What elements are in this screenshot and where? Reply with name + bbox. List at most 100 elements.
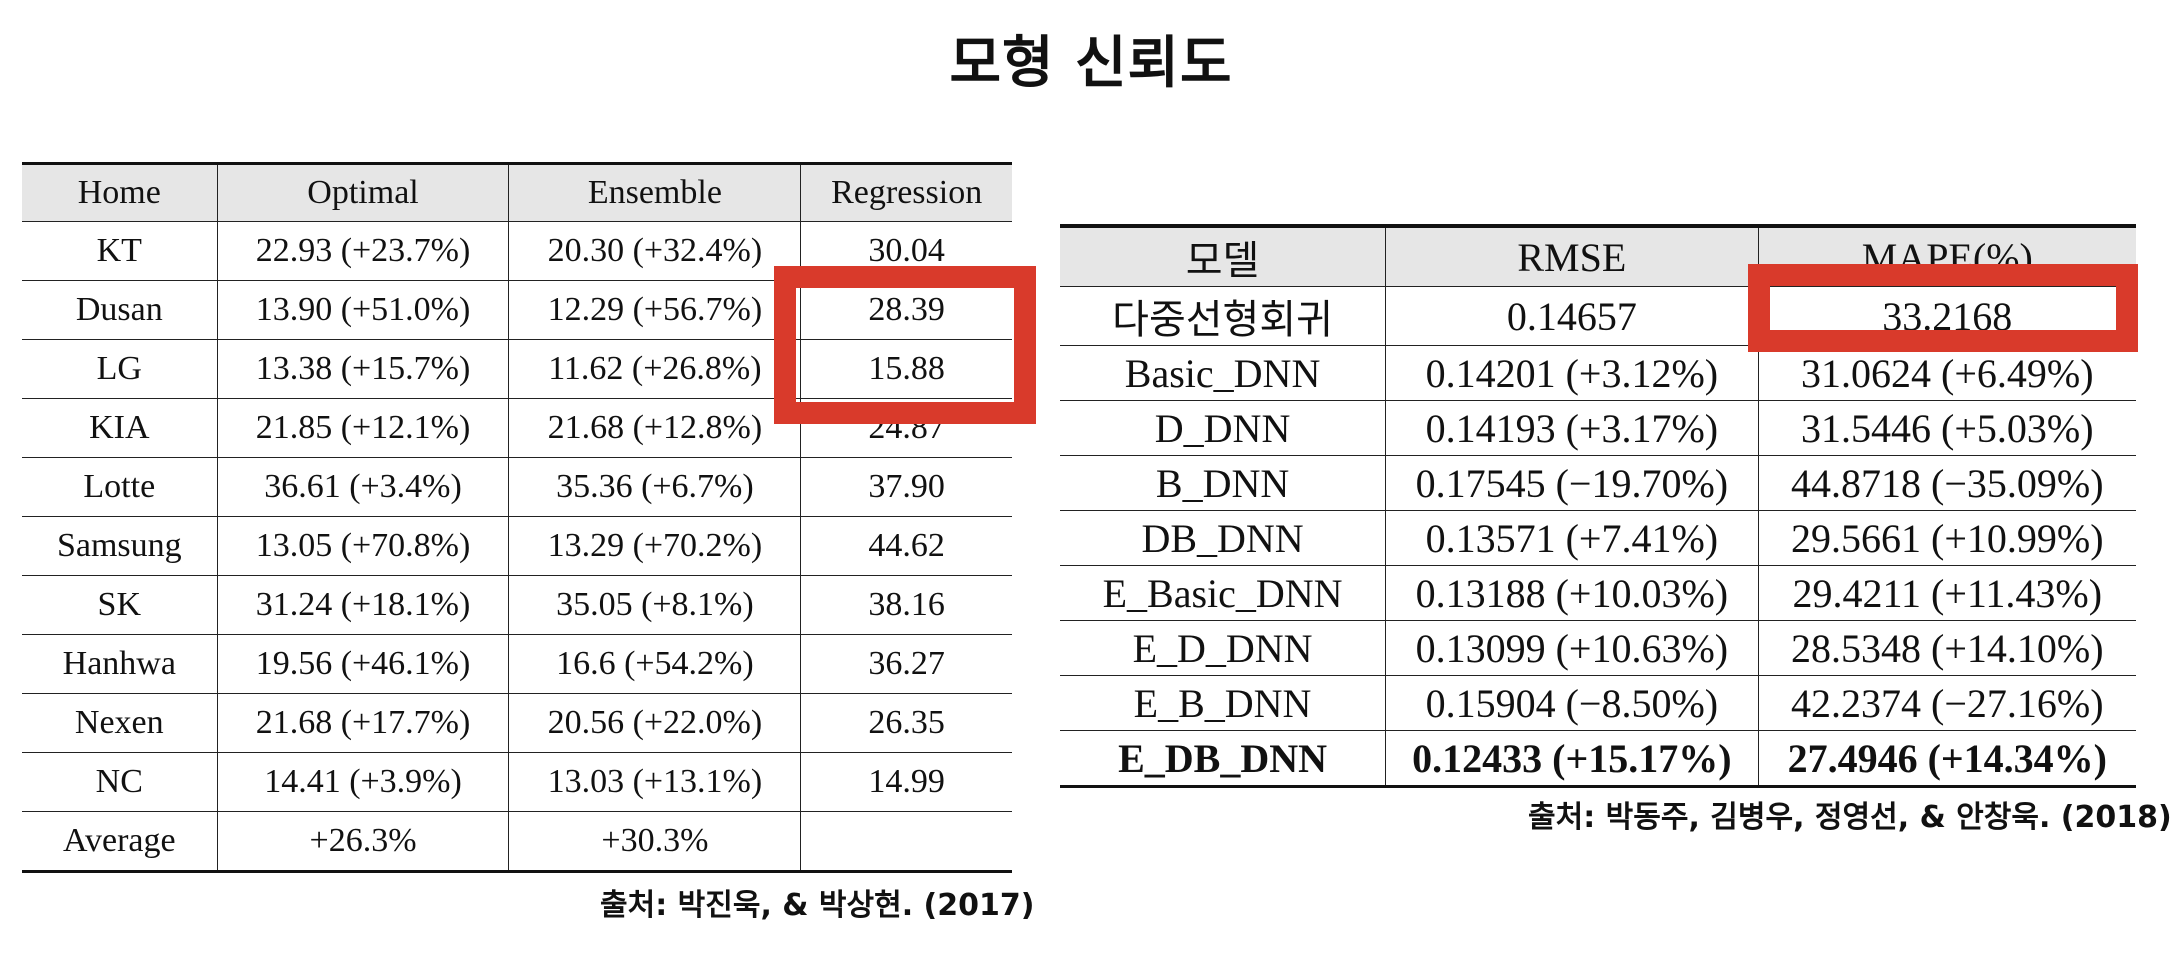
table-row: E_D_DNN 0.13099 (+10.63%) 28.5348 (+14.10%…	[1060, 620, 2136, 676]
baseball-model-table: Home Optimal Ensemble Regression KT 22.93…	[22, 162, 1012, 873]
table-cell: Samsung	[22, 516, 218, 576]
table-cell: 0.15904 (−8.50%)	[1385, 675, 1759, 731]
table-row: SK 31.24 (+18.1%) 35.05 (+8.1%) 38.16	[22, 575, 1012, 635]
column-header: RMSE	[1385, 226, 1759, 287]
table-cell: 0.17545 (−19.70%)	[1385, 455, 1759, 511]
table-cell: 37.90	[800, 457, 1012, 517]
table-cell: Lotte	[22, 457, 218, 517]
column-header: Ensemble	[508, 163, 802, 222]
table-cell: 44.62	[800, 516, 1012, 576]
table-row: 다중선형회귀 0.14657 33.2168	[1060, 286, 2136, 346]
table-cell: 26.35	[800, 693, 1012, 753]
table-cell: 13.29 (+70.2%)	[508, 516, 802, 576]
column-header: Regression	[800, 163, 1012, 222]
table-cell: 35.36 (+6.7%)	[508, 457, 802, 517]
table-cell: Average	[22, 811, 218, 873]
table-cell: 36.27	[800, 634, 1012, 694]
table-cell: 36.61 (+3.4%)	[216, 457, 510, 517]
table-row: KIA 21.85 (+12.1%) 21.68 (+12.8%) 24.87	[22, 398, 1012, 458]
table-cell: 31.24 (+18.1%)	[216, 575, 510, 635]
table-cell: 19.56 (+46.1%)	[216, 634, 510, 694]
table-cell: 0.13099 (+10.63%)	[1385, 620, 1759, 676]
table-row: Lotte 36.61 (+3.4%) 35.36 (+6.7%) 37.90	[22, 457, 1012, 517]
table-cell: Nexen	[22, 693, 218, 753]
table-cell: 31.5446 (+5.03%)	[1757, 400, 2136, 456]
table-row: Dusan 13.90 (+51.0%) 12.29 (+56.7%) 28.39	[22, 280, 1012, 340]
table-cell: KT	[22, 221, 218, 281]
table-row: LG 13.38 (+15.7%) 11.62 (+26.8%) 15.88	[22, 339, 1012, 399]
table-cell: 20.56 (+22.0%)	[508, 693, 802, 753]
table-cell: Hanhwa	[22, 634, 218, 694]
table-cell: 0.12433 (+15.17%)	[1385, 730, 1759, 788]
table-cell: 14.99	[800, 752, 1012, 812]
table-cell: 21.85 (+12.1%)	[216, 398, 510, 458]
dnn-model-table: 모델 RMSE MAPE(%) 다중선형회귀 0.14657 33.2168 Basi…	[1060, 224, 2136, 788]
table-cell: 42.2374 (−27.16%)	[1757, 675, 2136, 731]
table-cell: 13.05 (+70.8%)	[216, 516, 510, 576]
table-cell: 38.16	[800, 575, 1012, 635]
table-cell: LG	[22, 339, 218, 399]
table-cell: E_DB_DNN	[1060, 730, 1387, 788]
table-cell: 0.14193 (+3.17%)	[1385, 400, 1759, 456]
table-row: KT 22.93 (+23.7%) 20.30 (+32.4%) 30.04	[22, 221, 1012, 281]
table-cell: +30.3%	[508, 811, 802, 873]
table-cell: D_DNN	[1060, 400, 1387, 456]
table-cell	[800, 811, 1012, 873]
table-cell: 13.38 (+15.7%)	[216, 339, 510, 399]
table-cell: 0.14201 (+3.12%)	[1385, 345, 1759, 401]
table-row: DB_DNN 0.13571 (+7.41%) 29.5661 (+10.99%)	[1060, 510, 2136, 566]
table-cell: E_D_DNN	[1060, 620, 1387, 676]
table-cell: KIA	[22, 398, 218, 458]
table-header-row: Home Optimal Ensemble Regression	[22, 163, 1012, 222]
table-row: E_DB_DNN 0.12433 (+15.17%) 27.4946 (+14.34…	[1060, 730, 2136, 788]
table-cell: B_DNN	[1060, 455, 1387, 511]
table-cell: 11.62 (+26.8%)	[508, 339, 802, 399]
table-cell: 13.03 (+13.1%)	[508, 752, 802, 812]
table-cell: 24.87	[800, 398, 1012, 458]
table-cell: 0.14657	[1385, 286, 1759, 346]
table-cell: 44.8718 (−35.09%)	[1757, 455, 2136, 511]
table-cell: 27.4946 (+14.34%)	[1757, 730, 2136, 788]
table-row: Samsung 13.05 (+70.8%) 13.29 (+70.2%) 44.62	[22, 516, 1012, 576]
table-row: NC 14.41 (+3.9%) 13.03 (+13.1%) 14.99	[22, 752, 1012, 812]
table-cell: DB_DNN	[1060, 510, 1387, 566]
table-cell: SK	[22, 575, 218, 635]
table-row: Nexen 21.68 (+17.7%) 20.56 (+22.0%) 26.35	[22, 693, 1012, 753]
table-row: Hanhwa 19.56 (+46.1%) 16.6 (+54.2%) 36.27	[22, 634, 1012, 694]
table-row: B_DNN 0.17545 (−19.70%) 44.8718 (−35.09%)	[1060, 455, 2136, 511]
table-cell: +26.3%	[216, 811, 510, 873]
table1-source: 출처: 박진욱, & 박상현. (2017)	[600, 888, 1035, 923]
table-cell: 13.90 (+51.0%)	[216, 280, 510, 340]
table-cell: 0.13571 (+7.41%)	[1385, 510, 1759, 566]
table-cell: 28.5348 (+14.10%)	[1757, 620, 2136, 676]
column-header: Optimal	[216, 163, 510, 222]
table-cell: 0.13188 (+10.03%)	[1385, 565, 1759, 621]
table-cell: 21.68 (+17.7%)	[216, 693, 510, 753]
table-cell: 16.6 (+54.2%)	[508, 634, 802, 694]
table-cell: 21.68 (+12.8%)	[508, 398, 802, 458]
column-header: Home	[22, 163, 218, 222]
table-cell: E_Basic_DNN	[1060, 565, 1387, 621]
table-cell: 33.2168	[1757, 286, 2136, 346]
table-row: E_Basic_DNN 0.13188 (+10.03%) 29.4211 (+11…	[1060, 565, 2136, 621]
table-header-row: 모델 RMSE MAPE(%)	[1060, 226, 2136, 287]
table-cell: 다중선형회귀	[1060, 286, 1387, 346]
table2-source: 출처: 박동주, 김병우, 정영선, & 안창욱. (2018)	[1528, 800, 2172, 835]
page-title: 모형 신뢰도	[949, 31, 1233, 96]
table-row: E_B_DNN 0.15904 (−8.50%) 42.2374 (−27.16%)	[1060, 675, 2136, 731]
table-cell: 20.30 (+32.4%)	[508, 221, 802, 281]
table-cell: 35.05 (+8.1%)	[508, 575, 802, 635]
column-header: MAPE(%)	[1757, 226, 2136, 287]
table-cell: 12.29 (+56.7%)	[508, 280, 802, 340]
table-cell: 29.5661 (+10.99%)	[1757, 510, 2136, 566]
table-cell: Basic_DNN	[1060, 345, 1387, 401]
table-cell: 15.88	[800, 339, 1012, 399]
table-cell: 28.39	[800, 280, 1012, 340]
table-cell: 31.0624 (+6.49%)	[1757, 345, 2136, 401]
table-cell: 14.41 (+3.9%)	[216, 752, 510, 812]
table-row: Basic_DNN 0.14201 (+3.12%) 31.0624 (+6.49%…	[1060, 345, 2136, 401]
table-cell: 22.93 (+23.7%)	[216, 221, 510, 281]
table-cell: 29.4211 (+11.43%)	[1757, 565, 2136, 621]
table-cell: E_B_DNN	[1060, 675, 1387, 731]
column-header: 모델	[1060, 226, 1387, 287]
